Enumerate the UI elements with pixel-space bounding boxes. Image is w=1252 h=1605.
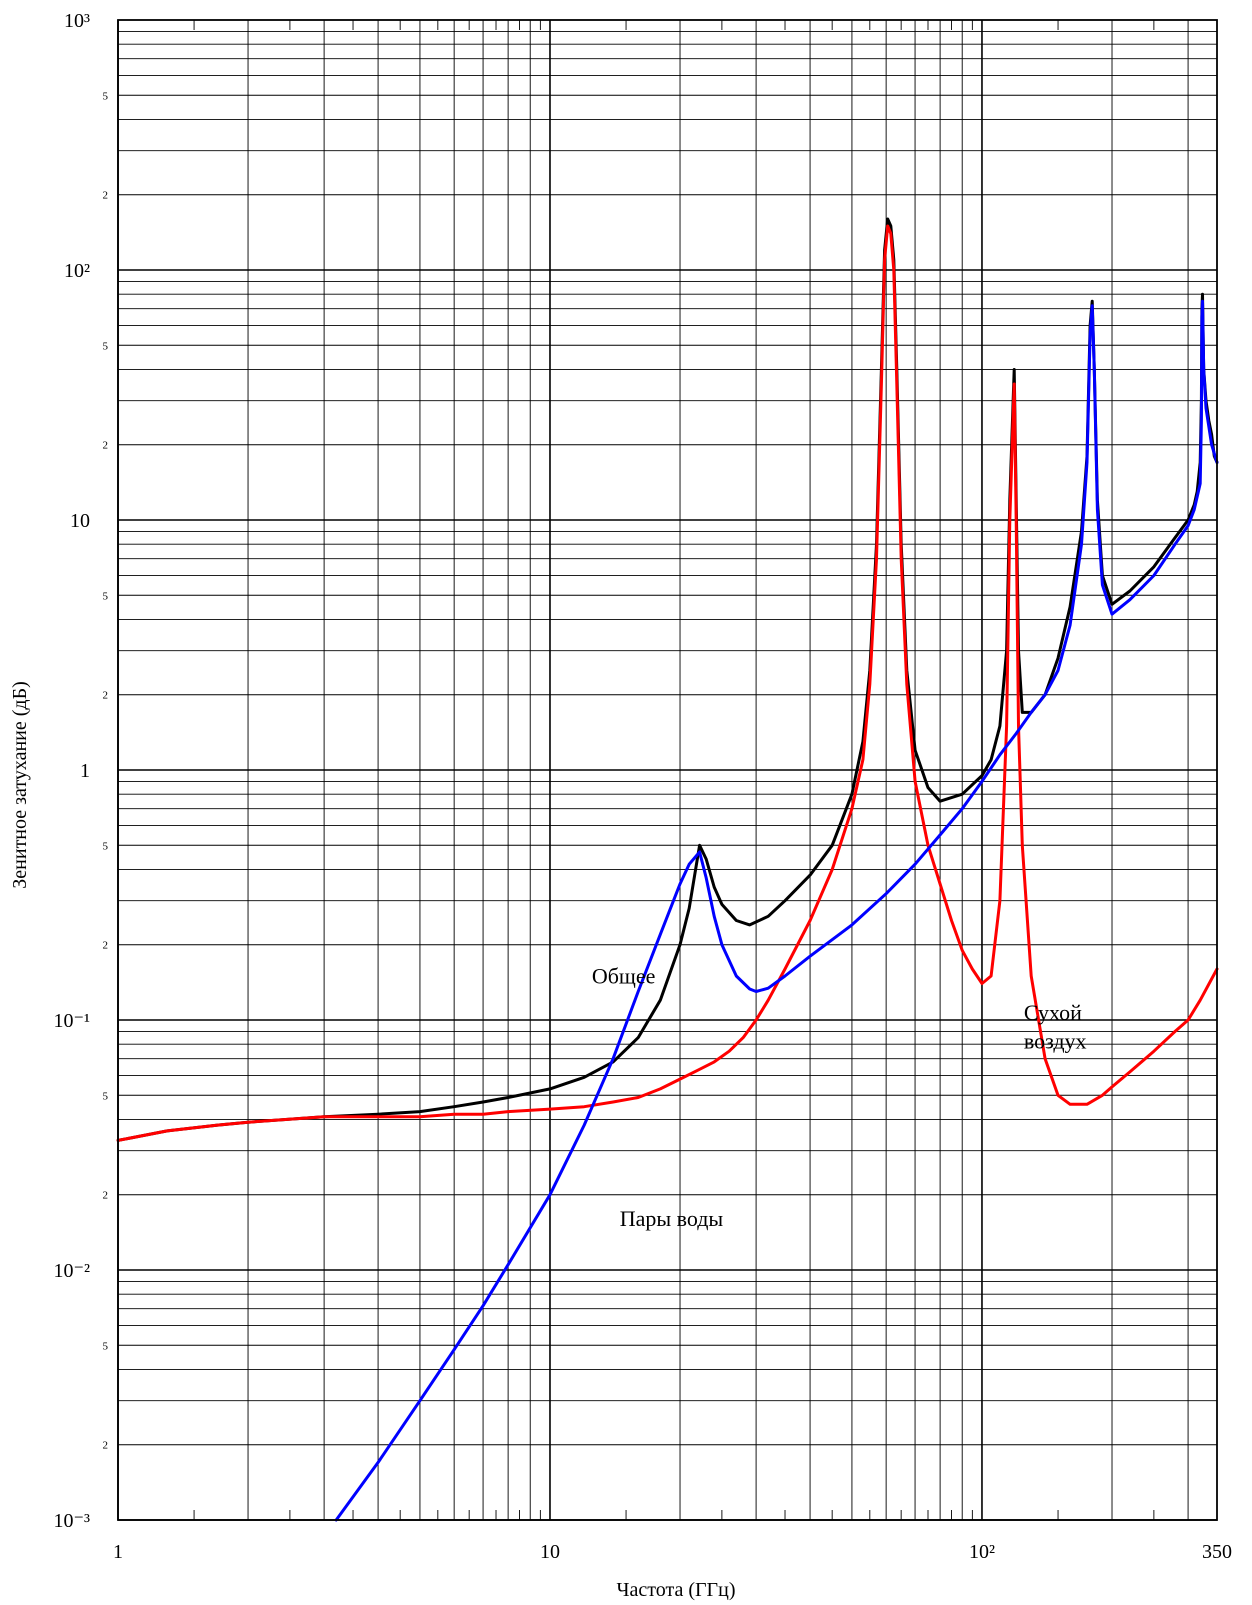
annotation-label: Сухой: [1024, 1000, 1082, 1025]
y-minor-tick-label: 5: [103, 340, 109, 352]
series-line: [116, 217, 1219, 1142]
y-tick-label: 1: [80, 760, 90, 782]
y-tick-label: 10⁻¹: [53, 1010, 90, 1032]
y-axis-title: Зенитное затухание (дБ): [9, 681, 31, 888]
y-minor-tick-label: 5: [103, 1340, 109, 1352]
y-minor-tick-label: 2: [103, 190, 109, 202]
y-minor-tick-label: 2: [103, 690, 109, 702]
y-tick-label: 10³: [64, 10, 90, 32]
annotation-label: Пары воды: [620, 1206, 724, 1231]
y-minor-tick-label: 2: [103, 940, 109, 952]
y-minor-tick-label: 5: [103, 590, 109, 602]
y-minor-tick-label: 2: [103, 440, 109, 452]
x-tick-label: 1: [113, 1541, 123, 1563]
y-tick-label: 10⁻²: [53, 1260, 90, 1282]
y-minor-tick-label: 5: [103, 90, 109, 102]
x-tick-label: 350: [1202, 1541, 1232, 1563]
y-minor-tick-label: 5: [103, 840, 109, 852]
tick-labels: 1 10 10² 350 10⁻³ 10⁻² 10⁻¹ 1 10 10² 10³ 2 5 2 5 2 5 2 5 2 5…: [53, 10, 1232, 1563]
plot-frame: [117, 19, 1218, 1521]
x-tick-label: 10: [540, 1541, 560, 1563]
chart-series-group: [116, 217, 1219, 1522]
x-tick-label: 10²: [969, 1541, 995, 1563]
annotations: Общее Сухой воздух Пары воды: [592, 963, 1087, 1231]
series-line: [116, 224, 1219, 1142]
annotation-label: воздух: [1024, 1028, 1087, 1053]
chart-grid: [117, 20, 1218, 1521]
y-minor-tick-label: 2: [103, 1190, 109, 1202]
y-tick-label: 10⁻³: [53, 1510, 90, 1532]
y-minor-tick-label: 2: [103, 1440, 109, 1452]
series-line: [334, 299, 1219, 1522]
y-tick-label: 10²: [64, 260, 90, 282]
x-axis-title: Частота (ГГц): [617, 1579, 736, 1601]
y-tick-label: 10: [70, 510, 90, 532]
y-minor-tick-label: 5: [103, 1090, 109, 1102]
annotation-label: Общее: [592, 963, 656, 988]
